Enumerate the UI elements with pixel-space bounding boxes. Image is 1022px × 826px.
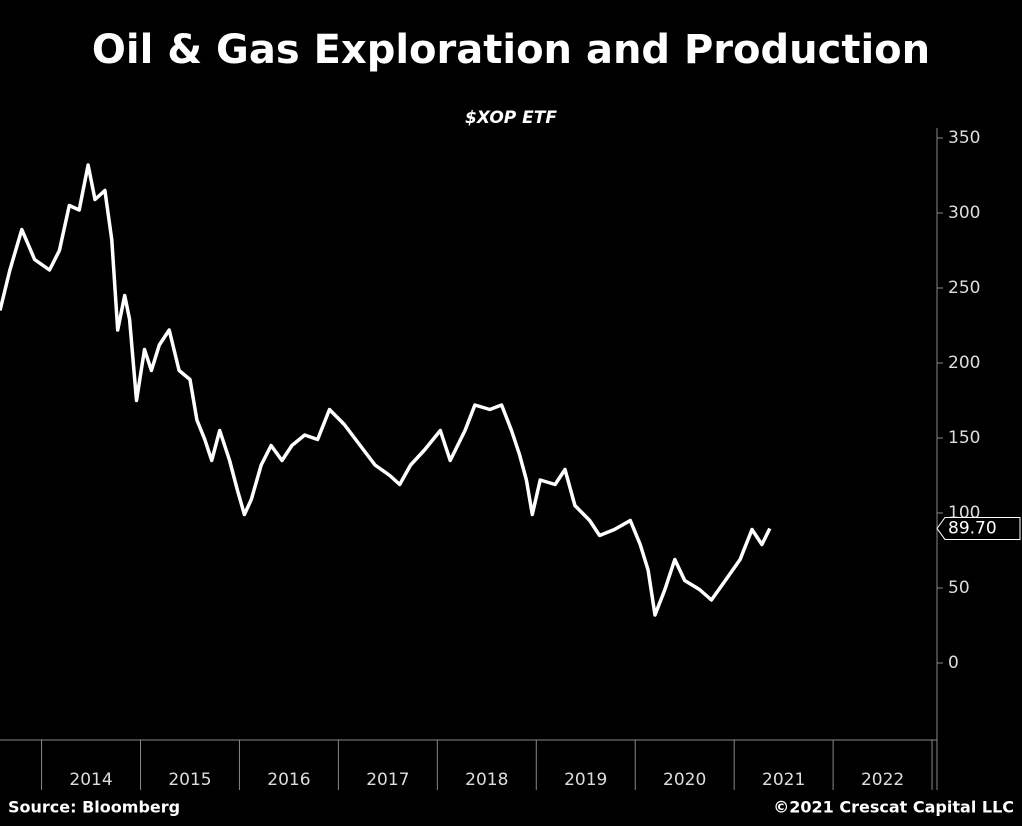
y-tick-label: 250 xyxy=(948,278,980,298)
chart-subtitle: $XOP ETF xyxy=(465,108,557,128)
y-tick-label: 300 xyxy=(948,203,980,223)
x-tick-label: 2022 xyxy=(861,770,904,790)
x-tick-label: 2015 xyxy=(168,770,211,790)
credit: ©2021 Crescat Capital LLC xyxy=(773,798,1014,817)
chart-title: Oil & Gas Exploration and Production xyxy=(92,27,930,73)
x-tick-label: 2019 xyxy=(564,770,607,790)
y-tick-label: 350 xyxy=(948,128,980,148)
y-tick-label: 200 xyxy=(948,353,980,373)
source: Source: Bloomberg xyxy=(8,798,180,817)
y-tick-label: 150 xyxy=(948,428,980,448)
x-tick-label: 2016 xyxy=(267,770,310,790)
last-value-label: 89.70 xyxy=(948,518,997,538)
y-tick-label: 0 xyxy=(948,653,959,673)
x-tick-label: 2021 xyxy=(762,770,805,790)
price-line xyxy=(0,163,772,617)
x-tick-label: 2017 xyxy=(366,770,409,790)
y-tick-label: 50 xyxy=(948,578,970,598)
x-tick-label: 2020 xyxy=(663,770,706,790)
x-tick-label: 2014 xyxy=(69,770,112,790)
x-tick-label: 2018 xyxy=(465,770,508,790)
last-value-box xyxy=(936,516,1021,540)
